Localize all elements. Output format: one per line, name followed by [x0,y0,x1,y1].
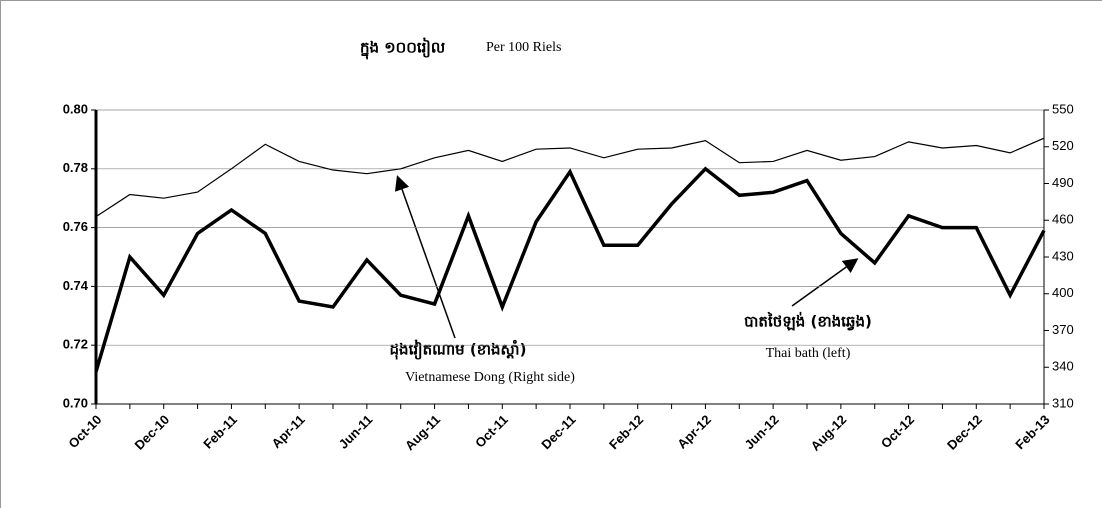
x-tick-label: Feb-11 [200,412,240,452]
series-line [94,166,1046,373]
annotation-khmer: ដុងវៀតណាម (ខាងស្តាំ) [390,340,527,361]
x-tick-label: Aug-11 [402,412,443,453]
y2-tick-label: 460 [1052,212,1074,227]
y-tick-label: 0.78 [63,160,88,175]
x-tick-label: Jun-11 [336,412,376,452]
x-tick-label: Feb-13 [1012,412,1052,452]
y2-tick-label: 550 [1052,101,1074,116]
x-tick-label: Oct-11 [472,412,511,451]
series-line [95,137,1045,218]
y2-tick-label: 400 [1052,285,1074,300]
title: Per 100 Riels [486,40,561,55]
x-tick-label: Apr-11 [268,412,307,451]
annotation: Vietnamese Dong (Right side) [405,370,575,385]
x-tick-label: Dec-10 [132,412,173,453]
annotation-khmer: បាតថៃឡង់ (ខាងឆ្វេង) [744,312,872,331]
arrow [394,175,456,339]
x-tick-label: Dec-11 [538,412,578,452]
y2-tick-label: 520 [1052,138,1074,153]
y-tick-label: 0.76 [63,219,88,234]
y2-tick-label: 430 [1052,248,1074,263]
y-tick-label: 0.72 [63,337,88,352]
annotation: Thai bath (left) [766,346,851,361]
subtitle-khmer: ក្នុង ១០០រៀល [360,38,445,60]
y-tick-label: 0.70 [63,395,88,410]
y-tick-label: 0.74 [63,278,89,293]
x-tick-label: Jun-12 [741,412,781,452]
x-tick-label: Aug-12 [808,412,850,454]
x-tick-label: Feb-12 [606,412,646,452]
x-tick-label: Oct-10 [65,412,104,451]
y2-tick-label: 310 [1052,395,1074,410]
x-tick-label: Oct-12 [878,412,917,451]
y-tick-label: 0.80 [63,101,88,116]
y2-tick-label: 340 [1052,359,1074,374]
x-tick-label: Dec-12 [944,412,985,453]
y2-tick-label: 490 [1052,175,1074,190]
x-tick-label: Apr-12 [674,412,714,452]
y2-tick-label: 370 [1052,322,1074,337]
arrow [791,258,859,307]
